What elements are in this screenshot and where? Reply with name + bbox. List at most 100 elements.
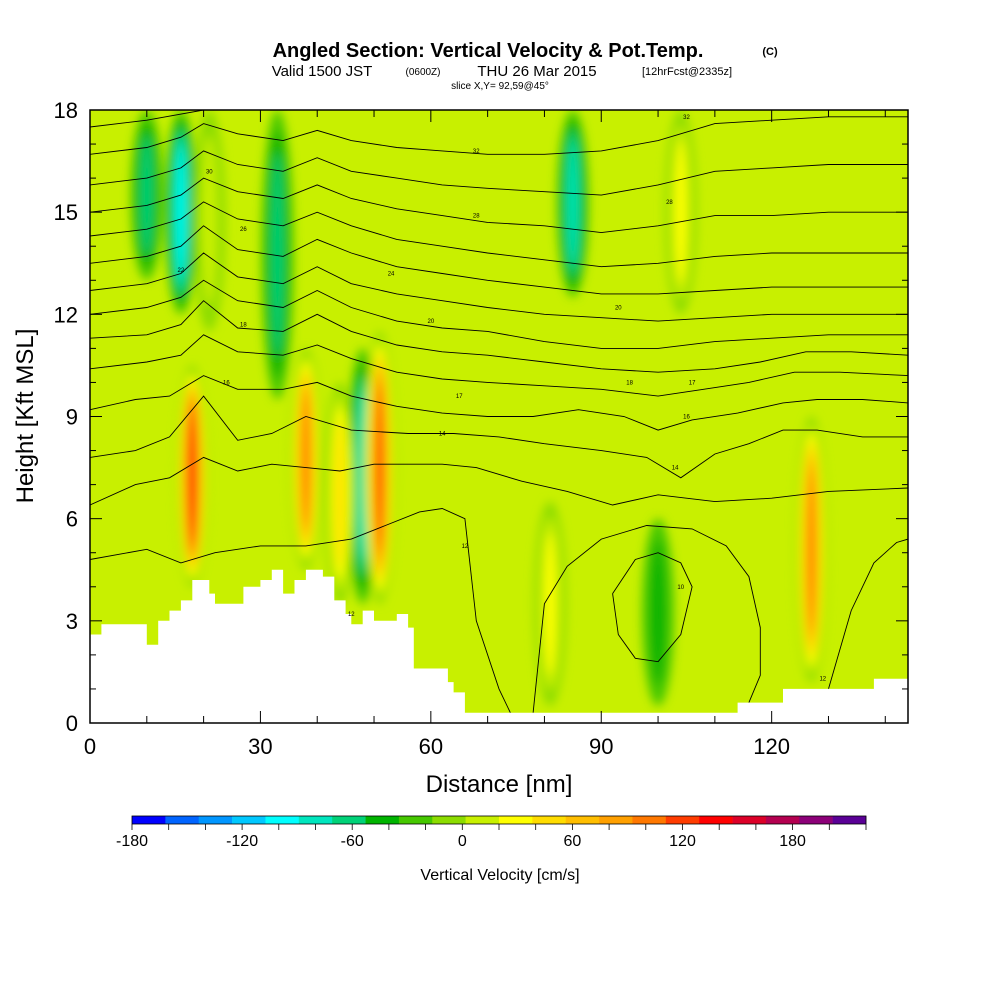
- x-tick-label: 30: [248, 734, 272, 759]
- colorbar-swatch: [165, 816, 200, 824]
- colorbar-swatch: [398, 816, 433, 824]
- isentrope-contours: [90, 110, 908, 713]
- colorbar-tick-label: 0: [458, 833, 467, 850]
- contour-label: 12: [819, 677, 826, 683]
- updraft-core: [376, 384, 383, 551]
- updraft-core: [302, 391, 309, 528]
- colorbar-tick-label: -120: [226, 833, 258, 850]
- colorbar-swatch: [198, 816, 233, 824]
- y-tick-label: 0: [66, 711, 78, 736]
- y-tick-label: 12: [54, 302, 78, 327]
- colorbar-tick-label: 120: [669, 833, 696, 850]
- contour-label: 17: [456, 394, 463, 400]
- isentrope-line: [90, 116, 908, 155]
- y-tick-label: 6: [66, 507, 78, 532]
- valid-time-label: Valid 1500 JST: [272, 63, 373, 80]
- x-tick-label: 60: [419, 734, 443, 759]
- colorbar-swatch: [599, 816, 633, 824]
- updraft-core: [675, 140, 687, 284]
- isentrope-line: [90, 508, 511, 713]
- contour-label: 16: [223, 380, 230, 386]
- contour-label: 14: [439, 432, 446, 438]
- x-tick-label: 120: [753, 734, 790, 759]
- colorbar-swatch: [832, 816, 867, 824]
- downdraft-core: [568, 141, 577, 266]
- velocity-field: [130, 110, 828, 706]
- contour-label: 14: [672, 466, 679, 472]
- forecast-label: [12hrFcst@2335z]: [642, 66, 732, 78]
- updraft-core: [201, 134, 218, 307]
- colorbar-swatch: [365, 816, 400, 824]
- y-tick-label: 18: [54, 98, 78, 123]
- isentrope-line: [90, 201, 908, 268]
- colorbar-swatch: [565, 816, 600, 824]
- x-axis-label: Distance [nm]: [426, 771, 573, 798]
- y-tick-label: 9: [66, 405, 78, 430]
- isentrope-line: [90, 177, 908, 234]
- updraft-core: [808, 467, 815, 631]
- contour-label: 26: [240, 227, 247, 233]
- colorbar-tick-label: -180: [116, 833, 148, 850]
- updraft-core: [544, 532, 556, 676]
- colorbar-swatch: [799, 816, 833, 824]
- contour-label: 12: [462, 544, 469, 550]
- contour-label: 12: [348, 612, 355, 618]
- colorbar-swatch: [332, 816, 366, 824]
- y-tick-label: 15: [54, 200, 78, 225]
- contour-label: 16: [683, 415, 690, 421]
- isentrope-line: [90, 334, 908, 397]
- isentrope-line: [90, 279, 908, 349]
- terrain-layer: [90, 569, 908, 723]
- colorbar-swatch: [765, 816, 800, 824]
- contour-label: 17: [689, 380, 696, 386]
- y-tick-label: 3: [66, 609, 78, 634]
- contour-label: 32: [473, 149, 480, 155]
- isentrope-line: [90, 395, 908, 479]
- isentrope-line: [90, 252, 908, 322]
- colorbar-tick-label: -60: [341, 833, 364, 850]
- valid-date-label: THU 26 Mar 2015: [477, 63, 596, 80]
- contour-label: 20: [427, 319, 434, 325]
- colorbar-swatch: [465, 816, 500, 824]
- colorbar-swatch: [432, 816, 466, 824]
- plot-area: 30 26 22 18 16 32 28 24 20 17 14 12 32 28 20 18 17 16 14 10…: [90, 110, 908, 723]
- isentrope-line: [90, 150, 908, 196]
- colorbar-swatch: [298, 816, 333, 824]
- isentrope-line: [90, 456, 908, 506]
- colorbar-tick-label: 180: [779, 833, 806, 850]
- contour-label: 28: [666, 200, 673, 206]
- slice-label: slice X,Y= 92,59@45°: [451, 81, 549, 92]
- contour-label: 18: [240, 323, 247, 329]
- updraft-core: [335, 419, 344, 567]
- downdraft-core: [272, 153, 283, 357]
- colorbar-swatch: [265, 816, 300, 824]
- contour-label: 32: [683, 115, 690, 121]
- isentrope-line: [90, 225, 908, 295]
- contour-label: 30: [206, 169, 213, 175]
- updraft-core: [189, 409, 196, 543]
- contour-label: 28: [473, 214, 480, 220]
- contour-label: 22: [178, 268, 185, 274]
- axes: 0 30 60 90 120 0 3 6 9 12 15 18: [54, 98, 908, 759]
- title-unit: (C): [762, 46, 778, 58]
- colorbar-tick-label: 60: [564, 833, 582, 850]
- isentrope-line: [532, 525, 761, 713]
- contour-label: 20: [615, 306, 622, 312]
- downdraft-core: [141, 135, 153, 255]
- contour-label: 10: [677, 585, 684, 591]
- x-tick-label: 0: [84, 734, 96, 759]
- colorbar-swatch: [665, 816, 700, 824]
- x-tick-label: 90: [589, 734, 613, 759]
- colorbar: -180 -120 -60 0 60 120 180: [116, 815, 867, 850]
- colorbar-swatch: [132, 816, 166, 824]
- isentrope-line: [612, 552, 693, 663]
- utc-time-label: (0600Z): [405, 67, 440, 78]
- downdraft-core: [650, 539, 667, 685]
- colorbar-swatch: [632, 816, 667, 824]
- colorbar-swatch: [532, 816, 567, 824]
- colorbar-label: Vertical Velocity [cm/s]: [420, 867, 579, 884]
- terrain: [90, 569, 908, 723]
- colorbar-swatch: [499, 816, 533, 824]
- contour-labels: 30 26 22 18 16 32 28 24 20 17 14 12 32 28 20 18 17 16 14 10…: [178, 115, 827, 683]
